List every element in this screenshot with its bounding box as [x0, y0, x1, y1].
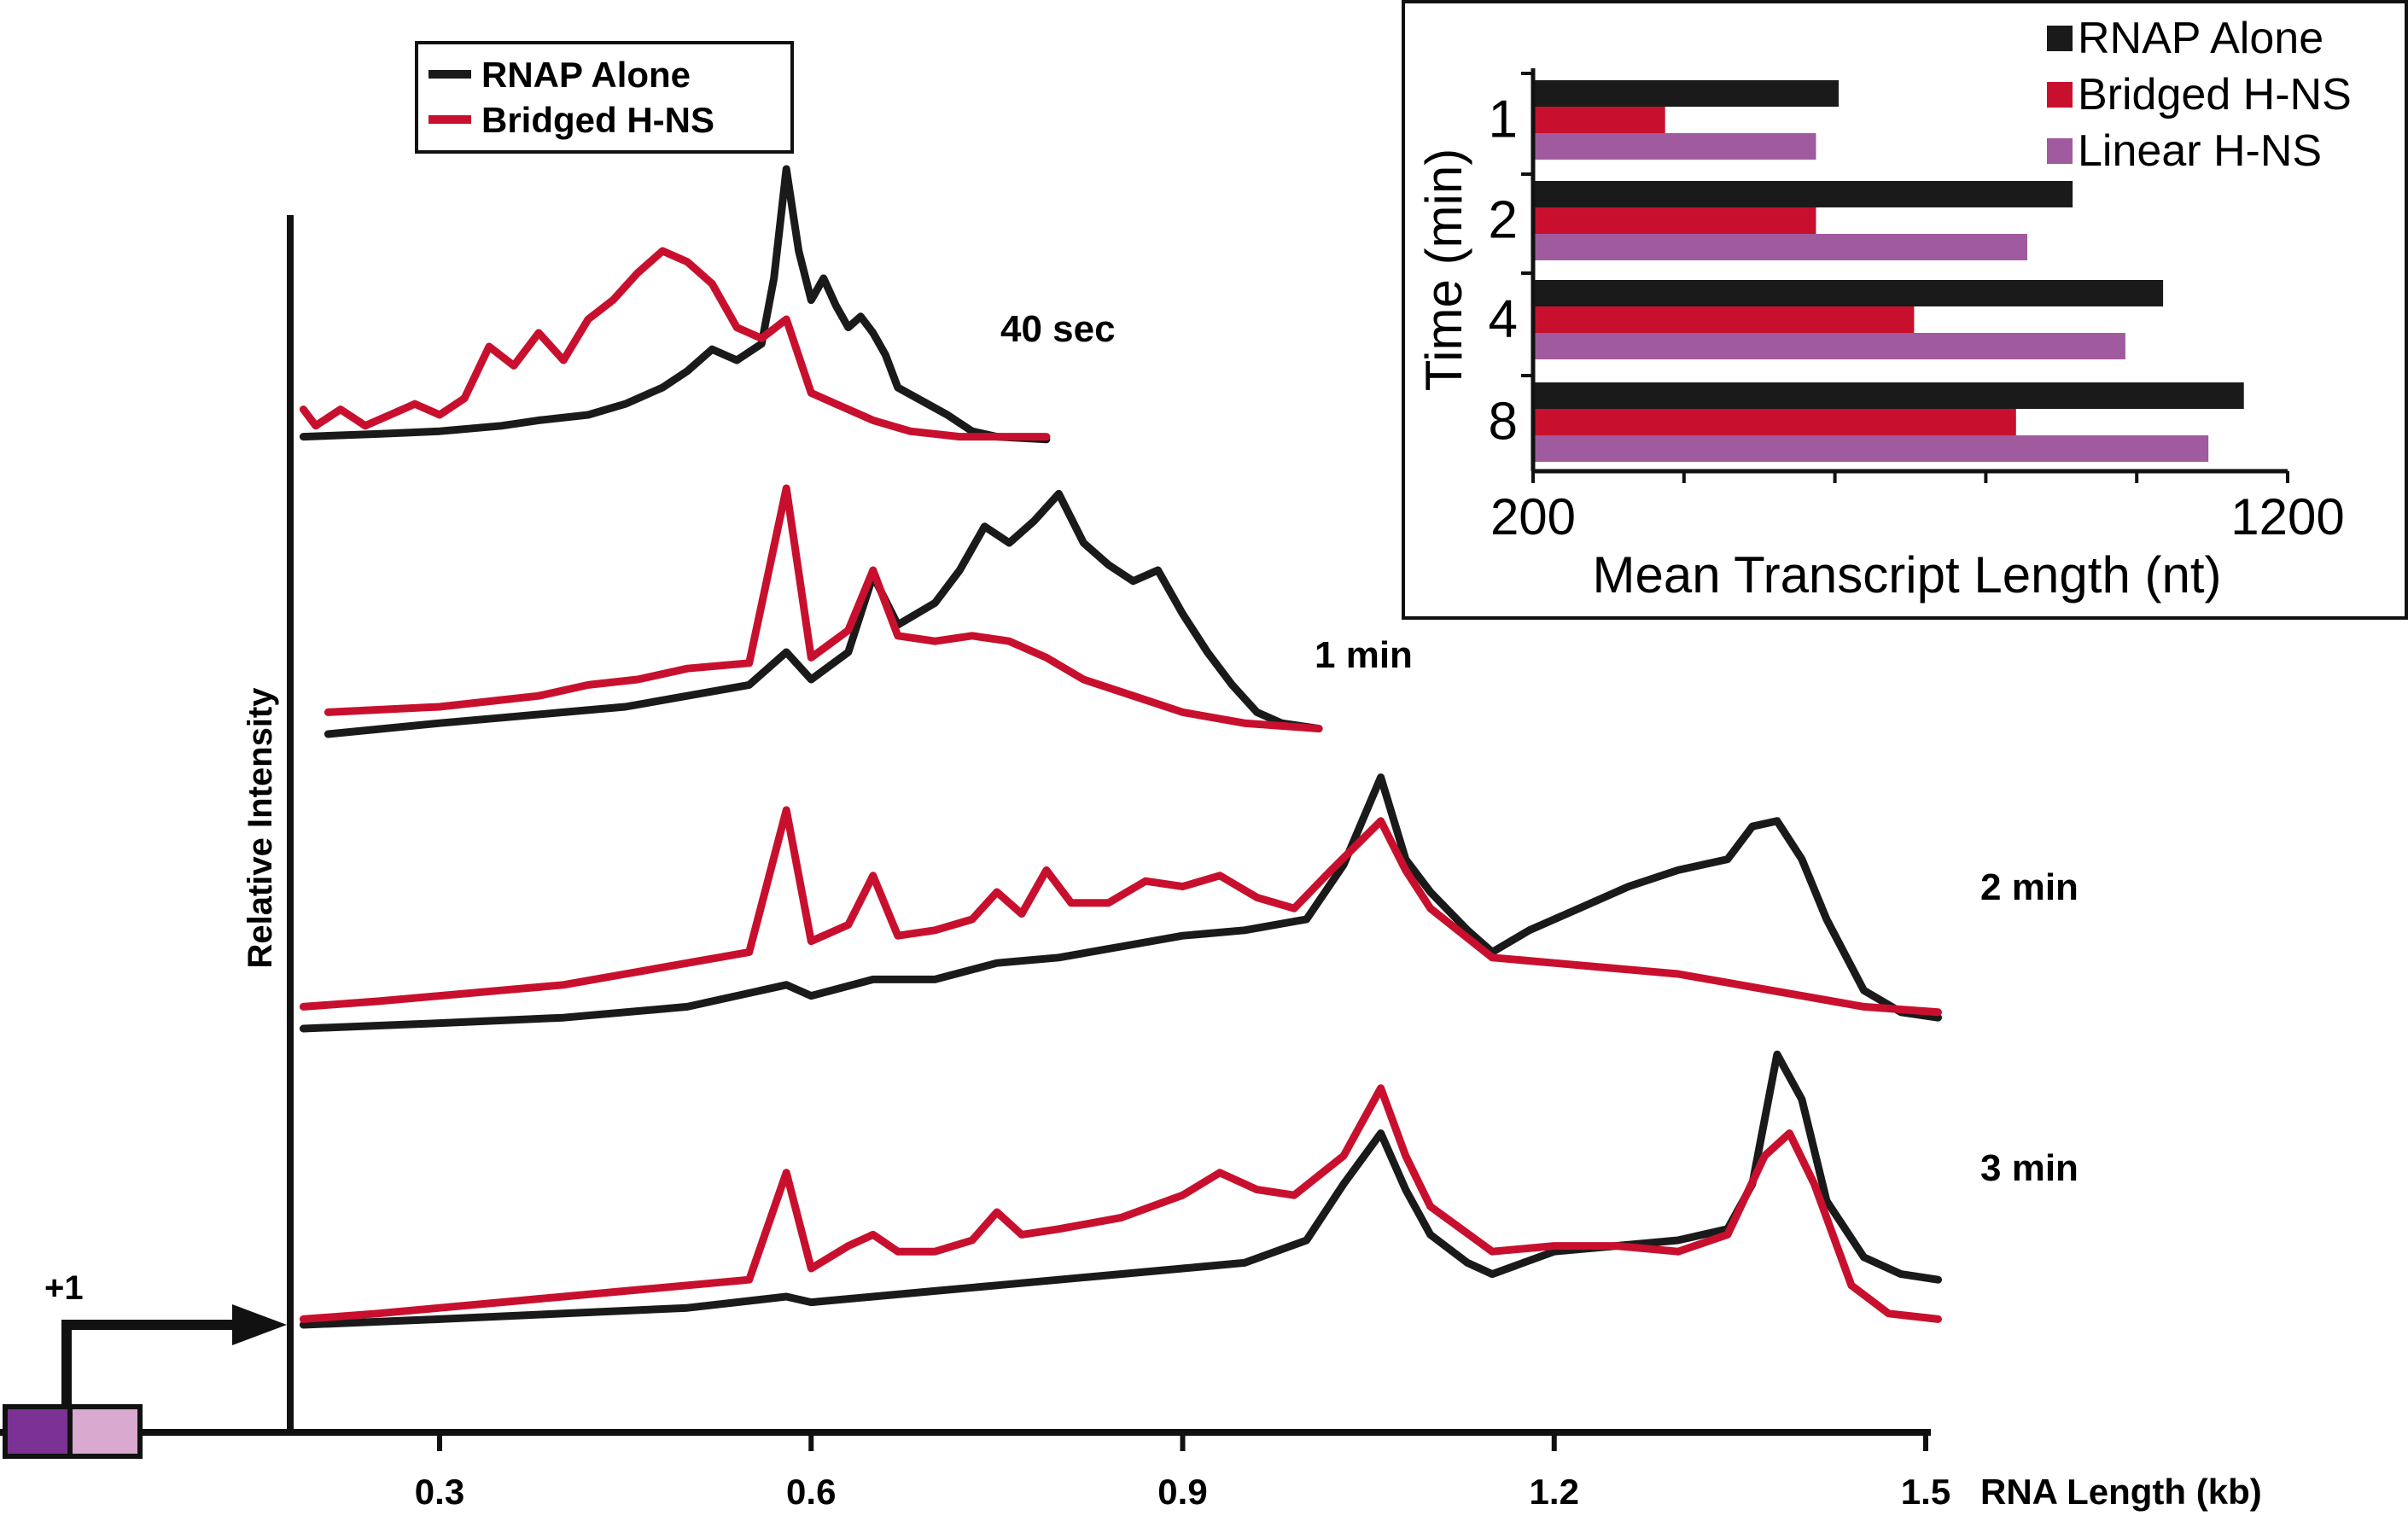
inset-chart: 1 2 4 8 200 1200 Mean Transcript Length (nt)… — [1402, 0, 2408, 620]
time-label-2-min: 2 min — [1980, 866, 2079, 908]
inset-bar-linear-h-ns-1min — [1533, 133, 1816, 160]
trace-2-min-rnap-alone — [299, 773, 1942, 1033]
trace-1-min-rnap-alone — [324, 489, 1323, 738]
promoter-arrow-head — [232, 1304, 287, 1345]
x-tick-label-0: 0.3 — [415, 1472, 464, 1512]
trace-3-min-rnap-alone — [299, 1050, 1942, 1329]
inset-bars: 1 2 4 8 — [1489, 72, 2244, 462]
inset-category-2: 2 — [1489, 191, 1518, 250]
inset-category-4: 4 — [1489, 290, 1518, 349]
inset-bar-linear-h-ns-8min — [1533, 435, 2209, 462]
inset-x-tick-label-0: 200 — [1490, 488, 1576, 545]
time-label-3-min: 3 min — [1980, 1147, 2079, 1189]
x-tick-label-4: 1.5 — [1901, 1472, 1950, 1512]
inset-bar-rnap-alone-4min — [1533, 280, 2164, 306]
main-legend-frame — [415, 41, 794, 154]
inset-legend-label-bridged-h-ns: Bridged H-NS — [2078, 70, 2352, 120]
panel-1-min: 1 min — [324, 484, 1413, 738]
x-ticks: 0.3 0.6 0.9 1.2 1.5 — [415, 1432, 1950, 1512]
inset-ticks: 200 1200 — [1490, 471, 2345, 545]
inset-bar-bridged-h-ns-1min — [1533, 107, 1665, 133]
inset-legend-swatch-rnap-alone — [2047, 26, 2073, 51]
trace-1-min-bridged-h-ns — [324, 484, 1323, 733]
inset-bar-linear-h-ns-2min — [1533, 234, 2027, 260]
promoter-arrow-line — [61, 1320, 241, 1407]
panel-40-sec: 40 sec — [299, 165, 1116, 444]
inset-category-1: 1 — [1489, 90, 1518, 149]
inset-bar-rnap-alone-1min — [1533, 80, 1839, 107]
inset-legend-swatch-linear-h-ns — [2047, 138, 2073, 164]
inset-bar-rnap-alone-8min — [1533, 382, 2244, 409]
trace-40-sec-bridged-h-ns — [299, 247, 1051, 441]
inset-bar-bridged-h-ns-8min — [1533, 409, 2016, 435]
inset-bar-bridged-h-ns-4min — [1533, 306, 1915, 333]
promoter-glyph: +1 — [3, 1269, 287, 1459]
inset-bar-rnap-alone-2min — [1533, 181, 2073, 207]
y-axis-label: Relative Intensity — [242, 687, 279, 969]
trace-2-min-bridged-h-ns — [299, 806, 1942, 1017]
legend-label-rnap: RNAP Alone — [481, 55, 691, 95]
trace-3-min-bridged-h-ns — [299, 1084, 1942, 1323]
inset-legend: RNAP Alone Bridged H-NS Linear H-NS — [2047, 14, 2352, 176]
x-axis-label: RNA Length (kb) — [1980, 1472, 2262, 1512]
inset-bar-linear-h-ns-4min — [1533, 333, 2125, 359]
main-legend: RNAP Alone Bridged H-NS — [415, 41, 794, 154]
x-tick-label-2: 0.9 — [1157, 1472, 1207, 1512]
promoter-box-dark — [3, 1404, 73, 1459]
time-label-1-min: 1 min — [1315, 634, 1413, 676]
inset-legend-label-linear-h-ns: Linear H-NS — [2078, 126, 2322, 176]
inset-y-axis-label: Time (min) — [1415, 149, 1472, 391]
legend-label-bridged: Bridged H-NS — [481, 100, 714, 140]
inset-x-tick-label-1: 1200 — [2230, 488, 2344, 545]
promoter-box-light — [67, 1404, 143, 1459]
panel-2-min: 2 min — [299, 773, 2079, 1033]
inset-x-axis-label: Mean Transcript Length (nt) — [1592, 546, 2221, 603]
inset-legend-swatch-bridged-h-ns — [2047, 82, 2073, 108]
trace-panels: 40 sec 1 min 2 min 3 min — [299, 165, 2079, 1329]
x-tick-label-1: 0.6 — [786, 1472, 836, 1512]
time-label-40-sec: 40 sec — [1000, 308, 1116, 350]
inset-bar-bridged-h-ns-2min — [1533, 207, 1816, 234]
inset-category-8: 8 — [1489, 393, 1518, 452]
promoter-label: +1 — [44, 1269, 84, 1307]
inset-legend-label-rnap-alone: RNAP Alone — [2078, 14, 2323, 63]
panel-3-min: 3 min — [299, 1050, 2079, 1329]
x-tick-label-3: 1.2 — [1530, 1472, 1579, 1512]
trace-40-sec-rnap-alone — [299, 165, 1051, 444]
